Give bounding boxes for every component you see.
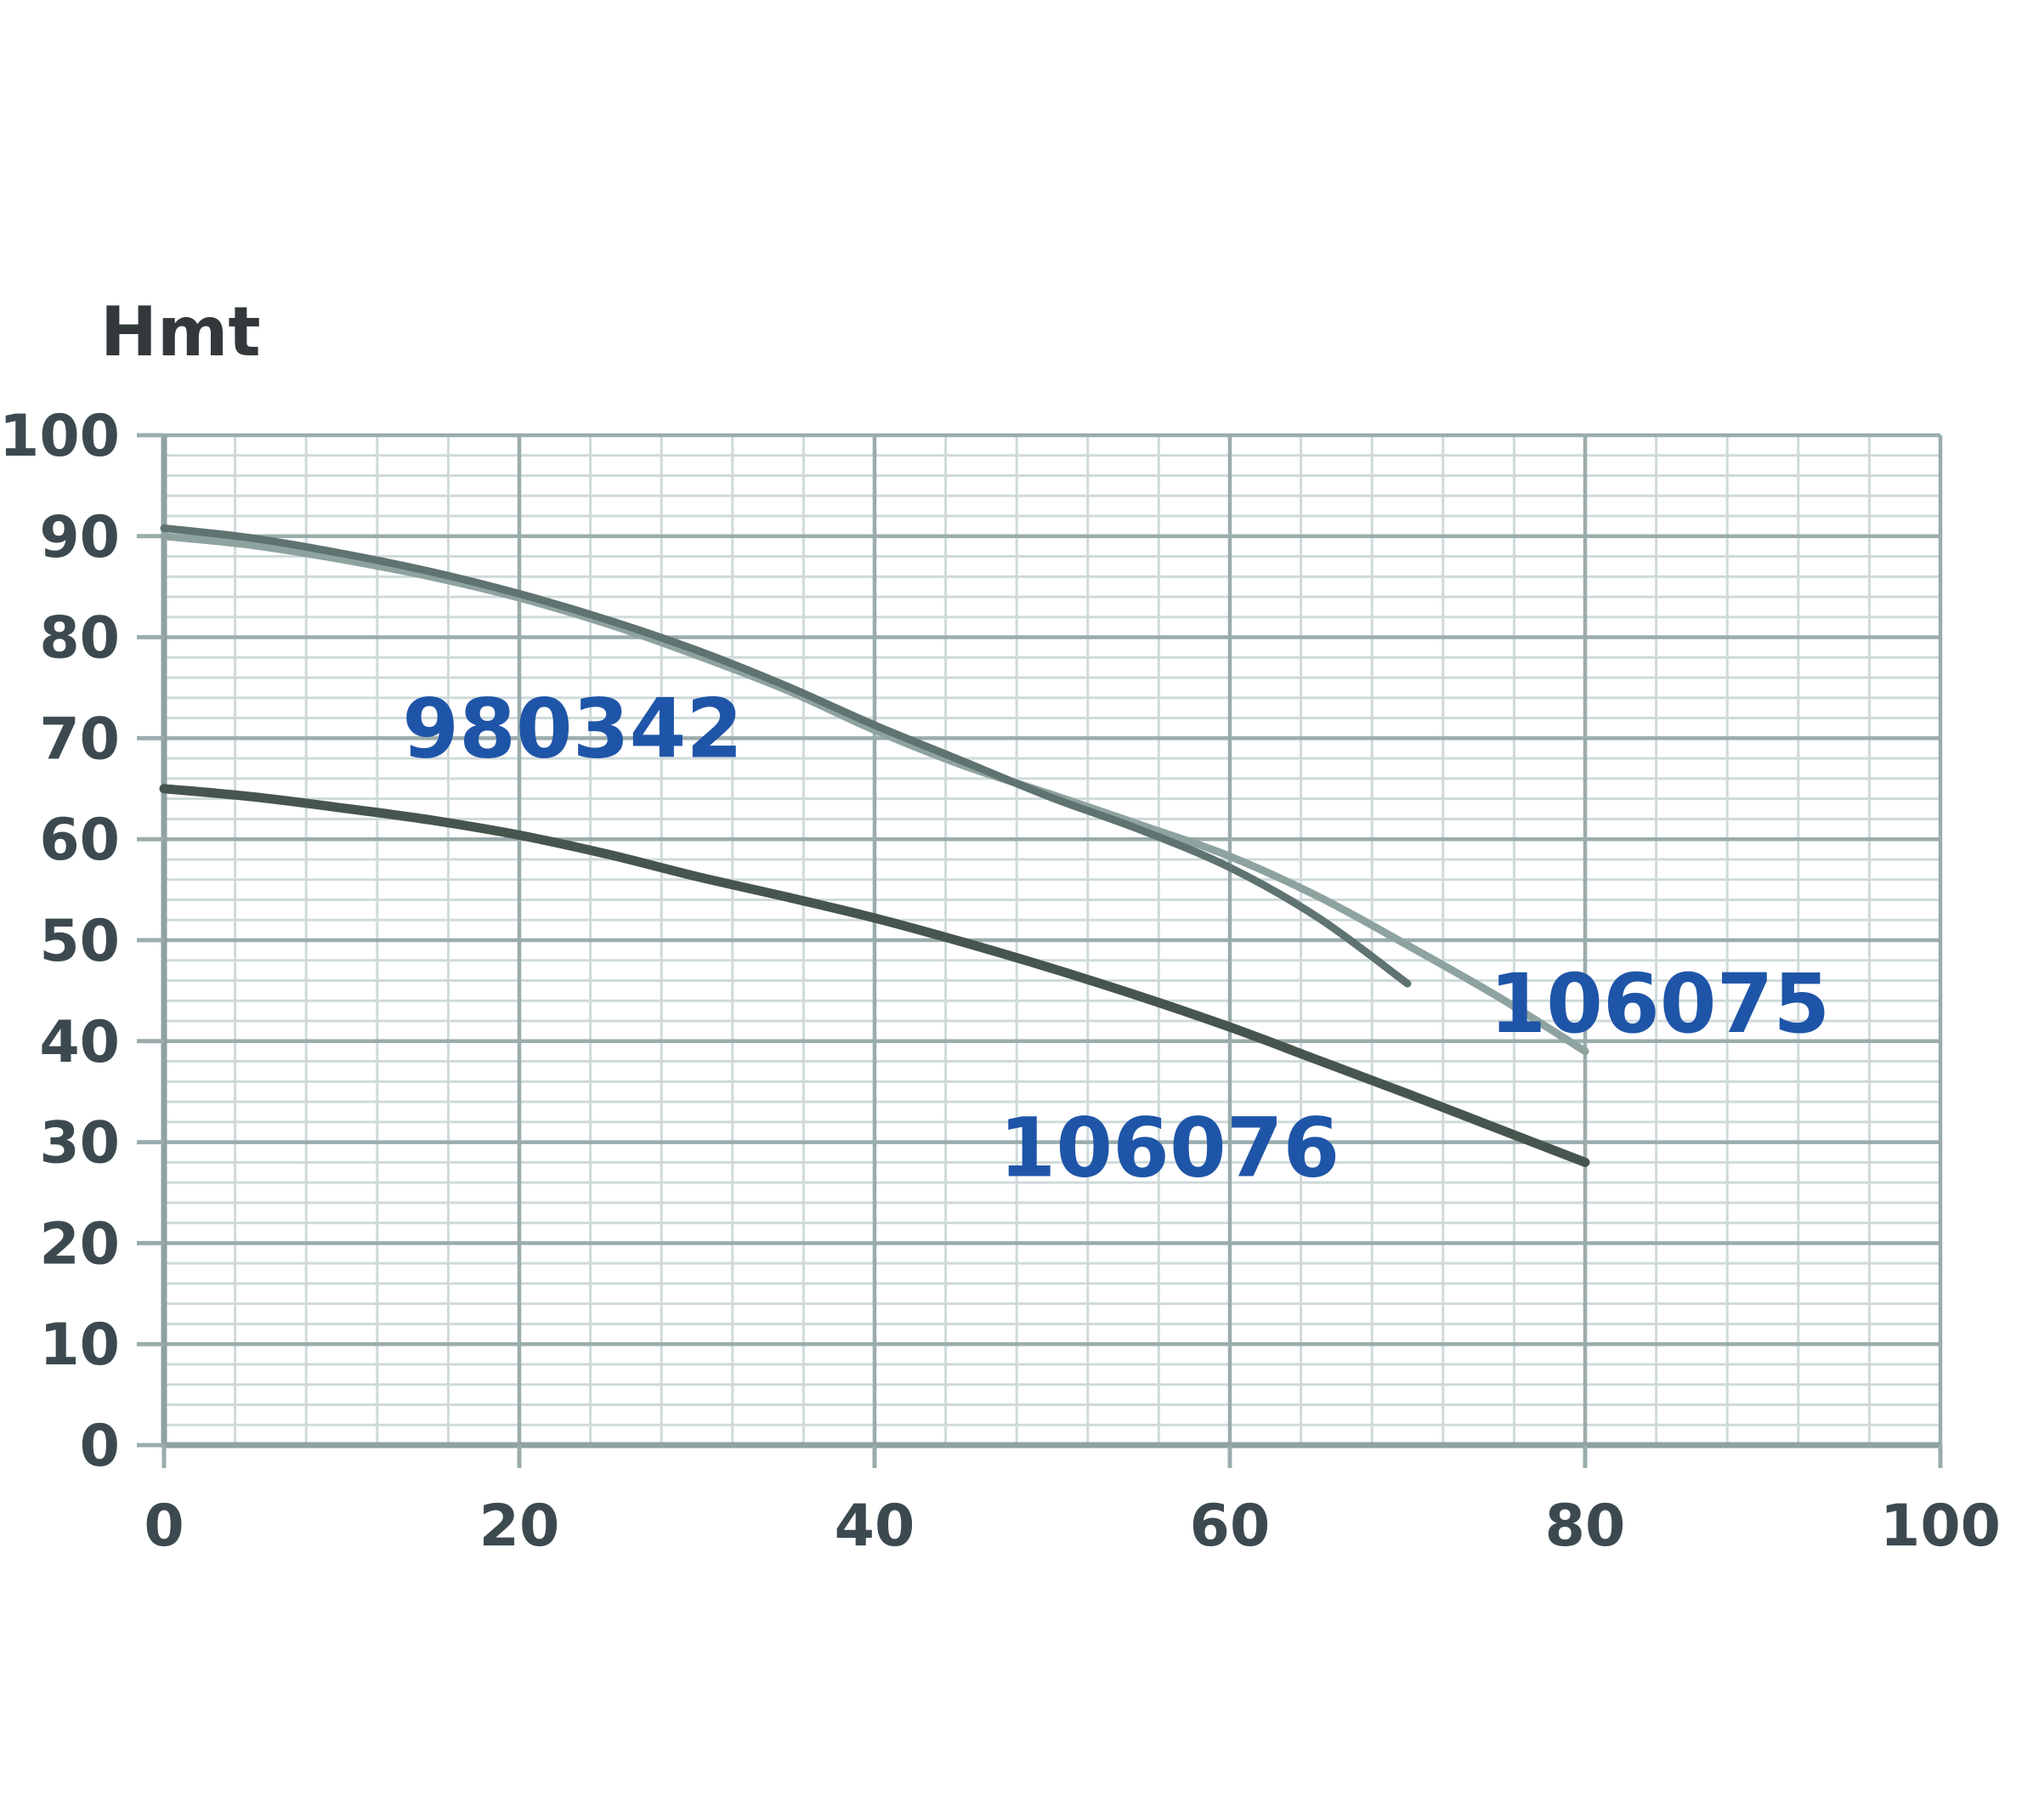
tick-labels: 0 10 20 30 40 50 60 70 80 90 100 0 20 40 60 80 100: [0, 403, 2001, 1560]
x-tick-label-20: 20: [479, 1493, 560, 1560]
curves: [159, 524, 1590, 1167]
y-tick-label-100: 100: [0, 403, 120, 470]
curve-106076: [159, 784, 1590, 1167]
series-label-980342: 980342: [402, 682, 743, 777]
curve-106075: [160, 532, 1589, 1056]
grid-major: [161, 433, 1943, 1448]
y-tick-label-20: 20: [39, 1210, 120, 1278]
y-axis-title: Hmt: [100, 292, 261, 371]
x-tick-label-80: 80: [1545, 1493, 1626, 1560]
y-tick-label-0: 0: [80, 1413, 120, 1480]
axis-ticks: [137, 433, 1943, 1468]
x-tick-label-0: 0: [144, 1493, 184, 1560]
series-label-106075: 106075: [1489, 956, 1830, 1052]
y-tick-label-10: 10: [39, 1312, 120, 1379]
y-tick-label-50: 50: [39, 908, 120, 975]
y-tick-label-30: 30: [39, 1110, 120, 1177]
y-tick-label-60: 60: [39, 807, 120, 874]
x-tick-label-60: 60: [1190, 1493, 1271, 1560]
series-labels: 106075 980342 106076: [402, 682, 1830, 1196]
series-label-106076: 106076: [1000, 1101, 1340, 1196]
y-tick-label-90: 90: [39, 504, 120, 571]
y-tick-label-80: 80: [39, 605, 120, 672]
curve-980342: [160, 524, 1412, 988]
y-tick-label-70: 70: [39, 706, 120, 773]
x-tick-label-100: 100: [1880, 1493, 2001, 1560]
y-tick-label-40: 40: [39, 1009, 120, 1076]
x-tick-label-40: 40: [835, 1493, 915, 1560]
